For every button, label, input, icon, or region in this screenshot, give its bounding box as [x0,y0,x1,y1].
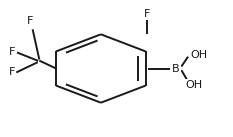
Text: F: F [9,67,16,77]
Text: F: F [9,47,16,57]
Text: F: F [144,9,150,19]
Text: B: B [172,64,180,73]
Text: OH: OH [190,50,207,60]
Text: F: F [27,16,34,26]
Text: OH: OH [186,80,203,90]
Text: B: B [172,64,180,73]
